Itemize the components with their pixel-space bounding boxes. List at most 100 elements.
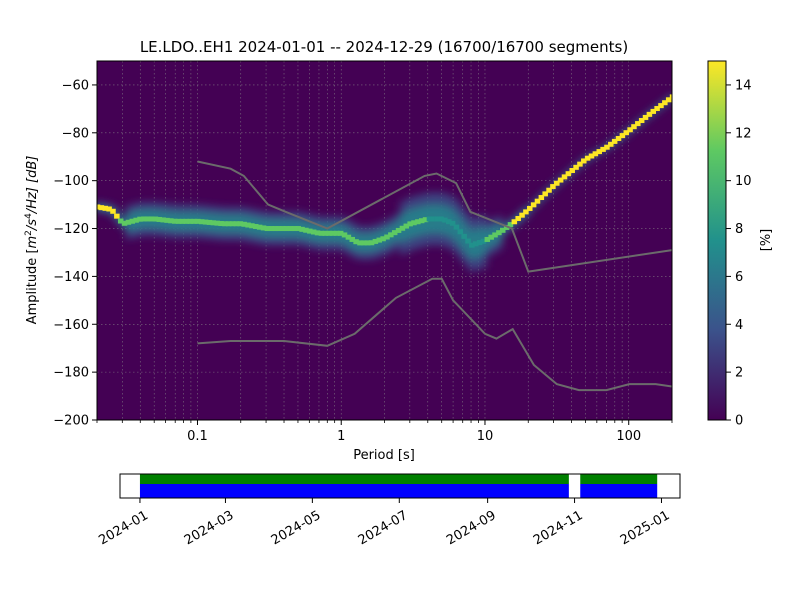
density-mode-cell: [511, 219, 518, 225]
density-mode-cell: [534, 198, 541, 204]
density-mode-cell: [538, 195, 545, 201]
density-mode-cell: [380, 236, 386, 242]
density-mode-cell: [554, 180, 560, 186]
density-mode-cell: [164, 217, 170, 223]
density-mode-cell: [97, 204, 101, 210]
y-tick-label: −200: [53, 414, 89, 429]
density-mode-cell: [198, 219, 205, 225]
density-mode-cell: [457, 229, 464, 235]
density-mode-cell: [206, 219, 213, 225]
density-mode-cell: [415, 219, 421, 225]
density-mode-cell: [353, 239, 359, 245]
density-mode-cell: [488, 234, 494, 240]
density-mode-cell: [449, 220, 456, 226]
density-mode-cell: [484, 236, 491, 242]
density-mode-cell: [364, 240, 371, 246]
density-mode-cell: [550, 184, 556, 190]
density-mode-cell: [264, 226, 271, 232]
density-mode-cell: [210, 220, 217, 226]
x-tick-label: 100: [616, 429, 641, 444]
density-mode-cell: [326, 230, 332, 236]
density-mode-cell: [542, 191, 548, 197]
colorbar-tick-label: 6: [735, 270, 743, 285]
density-mode-cell: [461, 233, 467, 239]
density-mode-cell: [361, 240, 367, 246]
density-mode-cell: [349, 236, 355, 242]
density-mode-cell: [646, 111, 653, 117]
density-mode-cell: [388, 232, 394, 238]
density-mode-cell: [245, 222, 251, 228]
y-tick-label: −60: [62, 78, 89, 93]
density-mode-cell: [241, 221, 247, 227]
density-mode-cell: [357, 240, 363, 246]
density-mode-cell: [492, 232, 498, 238]
density-mode-cell: [592, 151, 599, 157]
chart-title: LE.LDO..EH1 2024-01-01 -- 2024-12-29 (16…: [140, 38, 628, 56]
density-mode-cell: [476, 240, 483, 246]
density-mode-cell: [372, 238, 379, 244]
density-mode-cell: [445, 219, 452, 225]
density-mode-cell: [662, 100, 668, 106]
density-mode-cell: [260, 225, 267, 231]
y-label-mid: /s: [25, 219, 40, 231]
y-axis-label: Amplitude [m2/s4/Hz] [dB]: [24, 156, 40, 325]
timeline-tick-label: 2024-03: [182, 508, 237, 548]
density-mode-cell: [588, 153, 595, 159]
colorbar-tick-label: 12: [735, 126, 752, 141]
density-mode-cell: [565, 171, 572, 177]
colorbar-tick-label: 8: [735, 222, 743, 237]
density-mode-cell: [577, 161, 583, 167]
y-tick-label: −160: [53, 318, 89, 333]
density-mode-cell: [191, 218, 197, 224]
density-mode-cell: [299, 226, 305, 232]
timeline-tick-label: 2024-07: [356, 508, 411, 548]
density-mode-cell: [442, 217, 448, 223]
density-mode-cell: [117, 218, 124, 224]
colorbar-label: [%]: [759, 229, 774, 252]
density-mode-cell: [569, 168, 575, 174]
density-mode-cell: [523, 209, 529, 215]
density-mode-cell: [619, 133, 626, 139]
density-mode-cell: [507, 222, 514, 228]
density-mode-cell: [249, 223, 255, 229]
y-tick-label: −100: [53, 174, 89, 189]
density-mode-cell: [202, 219, 209, 225]
density-mode-cell: [384, 234, 390, 240]
density-mode-cell: [411, 220, 417, 226]
new-low-noise-model-line: [197, 277, 672, 392]
density-mode-cell: [318, 230, 325, 236]
colorbar-ticks: 0 2 4 6 8 10 12 14: [726, 78, 752, 429]
density-mode-cell: [314, 230, 321, 236]
density-mode-cell: [496, 230, 502, 236]
colorbar-tick-label: 10: [735, 174, 752, 189]
density-mode-cell: [137, 216, 143, 222]
density-mode-cell: [453, 224, 460, 230]
density-mode-cell: [584, 155, 591, 161]
density-mode-cell: [175, 218, 182, 224]
density-mode-cell: [183, 218, 190, 224]
density-mode-cell: [638, 118, 645, 124]
density-mode-cell: [283, 226, 290, 232]
density-mode-cell: [144, 216, 151, 222]
density-mode-cell: [330, 230, 336, 236]
y-tick-label: −140: [53, 270, 89, 285]
density-mode-cell: [268, 226, 274, 232]
density-mode-cell: [469, 242, 475, 248]
timeline-tick-label: 2024-11: [531, 508, 586, 548]
density-mode-cell: [253, 223, 259, 229]
timeline-ticks: 2024-01 2024-03 2024-05 2024-07 2024-09 2024-…: [96, 498, 672, 548]
density-mode-cell: [256, 224, 263, 230]
density-mode-cell: [195, 218, 201, 224]
data-segment-bar: [139, 484, 569, 498]
density-mode-cell: [303, 227, 309, 233]
density-mode-cell: [106, 206, 112, 212]
density-mode-cell: [148, 216, 155, 222]
y-label-m: m: [25, 236, 40, 249]
density-mode-cell: [337, 230, 344, 236]
density-mode-cell: [573, 164, 579, 170]
density-mode-cell: [631, 124, 637, 130]
y-label-suffix: /Hz] [dB]: [25, 156, 40, 215]
density-mode-cell: [110, 208, 116, 214]
density-mode-cell: [438, 216, 444, 222]
